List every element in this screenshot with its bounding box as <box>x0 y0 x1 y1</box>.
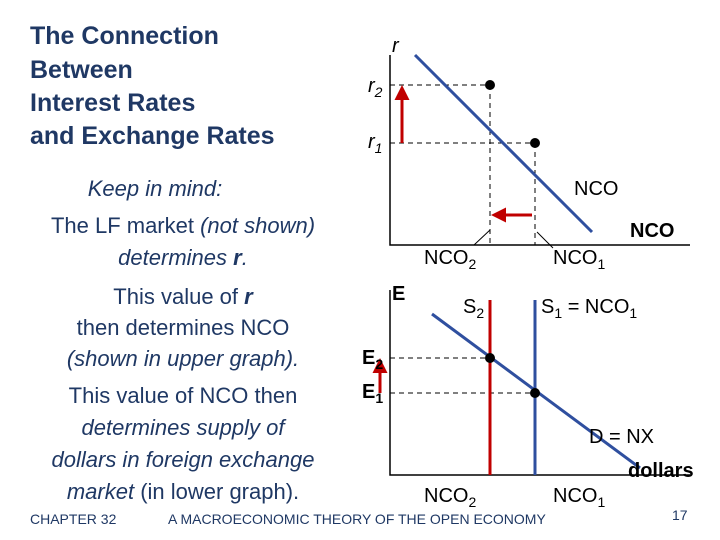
kim-line: determines supply of <box>82 415 288 440</box>
text: NCO <box>424 247 468 269</box>
nco-curve <box>413 53 594 234</box>
kim-line: (shown in upper graph). <box>67 346 299 371</box>
title-line: and Exchange Rates <box>30 122 275 150</box>
kim-line: market (in lower graph). <box>67 479 299 504</box>
kim-line: This value of r <box>113 284 254 309</box>
text: 1 <box>597 494 605 510</box>
kim-heading: Keep in mind: <box>88 176 223 201</box>
kim-line: determines r. <box>118 245 248 270</box>
text: r <box>244 284 254 309</box>
text: r <box>368 131 376 153</box>
page-number: 17 <box>672 507 688 523</box>
text: . <box>242 245 248 270</box>
x-axis-label: dollars <box>628 460 694 482</box>
kim-line: dollars in foreign exchange <box>52 447 315 472</box>
kim-line: The LF market (not shown) <box>51 213 315 238</box>
e2-label: E2 <box>362 347 383 372</box>
text: r <box>368 75 376 97</box>
text: r <box>233 245 243 270</box>
text: 1 <box>554 305 562 321</box>
kim-line: This value of NCO then <box>69 383 298 408</box>
text: market <box>67 479 140 504</box>
text: 1 <box>597 256 605 272</box>
leader <box>473 229 491 246</box>
keep-in-mind: Keep in mind: The LF market (not shown) … <box>51 176 315 504</box>
text: 1 <box>375 390 383 406</box>
text: E <box>362 381 375 403</box>
point <box>530 138 540 148</box>
title-line: The Connection <box>30 22 219 50</box>
s2-label: S2 <box>463 296 484 321</box>
text: S <box>463 296 476 318</box>
point <box>530 388 540 398</box>
text: 2 <box>375 356 383 372</box>
text: S <box>541 296 554 318</box>
x-axis-label: NCO <box>630 220 674 242</box>
s1-label: S1 = NCO1 <box>541 296 637 321</box>
demand-label: D = NX <box>589 426 654 448</box>
text: E <box>362 347 375 369</box>
text: 2 <box>468 494 476 510</box>
r1-label: r1 <box>368 131 382 156</box>
r2-label: r2 <box>368 75 383 100</box>
subtitle: A MACROECONOMIC THEORY OF THE OPEN ECONO… <box>168 511 546 527</box>
point <box>485 353 495 363</box>
kim-line: then determines NCO <box>77 315 290 340</box>
y-axis-label: r <box>392 35 400 57</box>
text: The LF market <box>51 213 200 238</box>
y-axis-label: E <box>392 283 405 305</box>
nco1-label: NCO1 <box>553 485 605 510</box>
text: (not shown) <box>200 213 315 238</box>
text: (in lower graph). <box>140 479 299 504</box>
text: 2 <box>374 84 383 100</box>
point <box>485 80 495 90</box>
text: = NCO <box>562 296 629 318</box>
text: NCO <box>553 247 597 269</box>
title-line: Between <box>30 56 133 84</box>
curve-label: NCO <box>574 178 618 200</box>
upper-graph: r r2 r1 NCO NCO NCO2 NCO1 <box>368 35 690 272</box>
title-line: Interest Rates <box>30 89 195 117</box>
nco2-label: NCO2 <box>424 247 476 272</box>
text: 2 <box>468 256 476 272</box>
text: This value of <box>113 284 244 309</box>
footer: CHAPTER 32 A MACROECONOMIC THEORY OF THE… <box>30 507 688 527</box>
title: The Connection Between Interest Rates an… <box>30 22 275 150</box>
text: NCO <box>424 485 468 507</box>
text: determines <box>118 245 233 270</box>
nco1-label: NCO1 <box>553 247 605 272</box>
axes <box>389 55 690 246</box>
leader <box>536 231 554 249</box>
nco2-label: NCO2 <box>424 485 476 510</box>
e1-label: E1 <box>362 381 383 406</box>
axes <box>389 290 690 476</box>
chapter: CHAPTER 32 <box>30 511 117 527</box>
text: NCO <box>553 485 597 507</box>
lower-graph: E E2 E1 S2 S1 = NCO1 D = NX dollars NCO2… <box>362 283 694 510</box>
text: 1 <box>375 140 383 156</box>
text: 1 <box>629 305 637 321</box>
text: 2 <box>476 305 484 321</box>
